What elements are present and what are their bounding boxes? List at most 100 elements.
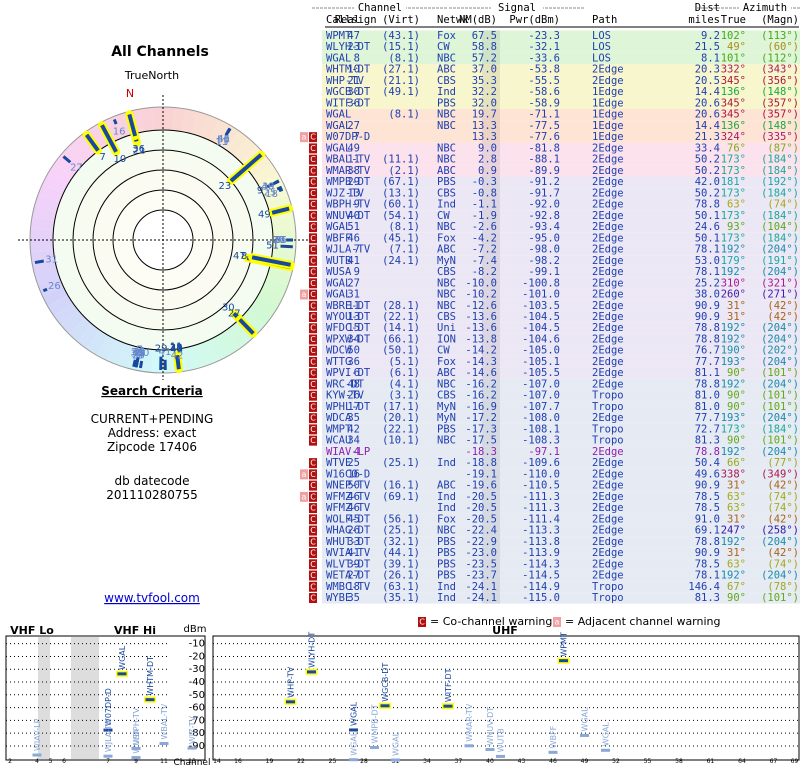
table-cell: Tropo xyxy=(592,423,624,435)
signal-bar xyxy=(238,318,255,335)
table-cell: -81.8 xyxy=(528,142,560,154)
table-cell: 27 xyxy=(347,570,360,582)
table-cell: (184°) xyxy=(761,232,799,244)
table-cell: -89.9 xyxy=(528,165,560,177)
signal-bar xyxy=(485,748,495,752)
table-cell: -23.5 xyxy=(465,558,497,570)
table-cell: 2Edge xyxy=(592,232,624,244)
table-cell: 31° xyxy=(727,300,746,312)
table-cell: WJZ-TV xyxy=(326,187,365,199)
table-cell: 2Edge xyxy=(592,345,624,357)
table-cell: Ind xyxy=(437,199,456,211)
table-cell: WHUT-DT xyxy=(326,536,371,548)
warning-icon xyxy=(309,244,317,255)
table-cell: (101°) xyxy=(761,401,799,413)
warning-icon xyxy=(309,356,317,367)
table-cell: 93° xyxy=(727,221,746,233)
signal-bar xyxy=(84,133,100,152)
table-cell: -13.6 xyxy=(465,322,497,334)
signal-bar xyxy=(131,746,141,750)
x-tick-label: 49 xyxy=(581,758,589,765)
table-cell: (148°) xyxy=(761,86,799,98)
table-cell: 21.5 xyxy=(695,41,720,53)
table-cell: WCAU xyxy=(326,435,351,447)
table-cell: 90° xyxy=(727,390,746,402)
table-cell: -105.5 xyxy=(522,367,560,379)
x-tick-label: 9 xyxy=(134,758,138,765)
table-cell: 247° xyxy=(721,525,746,537)
table-cell: WGCB-DT xyxy=(326,86,371,98)
table-cell: 260° xyxy=(721,289,746,301)
warning-letter: C xyxy=(310,346,316,355)
table-cell: WNEP-TV xyxy=(326,480,371,492)
table-cell: (101°) xyxy=(761,390,799,402)
site-link[interactable]: www.tvfool.com xyxy=(104,591,200,605)
table-cell: (22.1) xyxy=(382,423,420,435)
table-cell: 50 xyxy=(347,480,360,492)
table-cell: 2Edge xyxy=(592,176,624,188)
table-cell: WBAL-TV xyxy=(326,154,371,166)
table-cell: (60°) xyxy=(767,41,799,53)
warning-icon xyxy=(309,210,317,221)
table-cell: 46 xyxy=(347,502,360,514)
station-label: WGAL xyxy=(392,731,401,756)
table-cell: WFMZ-TV xyxy=(326,491,371,503)
table-cell: -92.0 xyxy=(528,199,560,211)
chart-title: All Channels xyxy=(111,44,209,60)
table-cell: 2Edge xyxy=(592,547,624,559)
table-row xyxy=(322,311,800,323)
x-tick-label: 13 xyxy=(188,758,196,765)
table-cell: WPXW-DT xyxy=(326,333,371,345)
band-label: VHF Hi xyxy=(114,624,156,637)
column-header: Callsign xyxy=(326,14,377,26)
table-cell: -22.9 xyxy=(465,536,497,548)
table-cell: NBC xyxy=(437,109,456,121)
table-cell: (204°) xyxy=(761,412,799,424)
x-tick-label: 58 xyxy=(675,758,683,765)
compass-band xyxy=(106,115,126,141)
table-cell: -8.2 xyxy=(472,266,497,278)
table-row xyxy=(322,109,800,121)
table-cell: -107.0 xyxy=(522,390,560,402)
band-gap xyxy=(71,637,99,759)
column-header: (Virt) xyxy=(382,14,420,26)
column-header: Dist xyxy=(695,2,720,14)
signal-bar xyxy=(187,746,197,750)
table-cell: (8.1) xyxy=(388,109,420,121)
station-channel: 45 xyxy=(217,134,230,145)
table-cell: (42°) xyxy=(767,311,799,323)
table-cell: (184°) xyxy=(761,210,799,222)
signal-bar xyxy=(548,750,558,754)
table-cell: WVIA-TV xyxy=(326,547,371,559)
table-cell: 193° xyxy=(721,412,746,424)
table-cell: -110.0 xyxy=(522,468,560,480)
table-cell: (56.1) xyxy=(382,513,420,525)
table-cell: (8.1) xyxy=(388,221,420,233)
compass-band xyxy=(218,330,240,356)
table-cell: (356°) xyxy=(761,75,799,87)
table-cell: 2Edge xyxy=(592,446,624,458)
signal-bar xyxy=(271,206,290,215)
warning-icon xyxy=(309,233,317,244)
table-cell: (14.1) xyxy=(382,322,420,334)
table-cell: (20.1) xyxy=(382,412,420,424)
table-cell: (204°) xyxy=(761,570,799,582)
table-cell: WITF-DT xyxy=(326,97,371,109)
signal-bar xyxy=(251,255,291,267)
table-cell: -14.6 xyxy=(465,367,497,379)
signal-bar xyxy=(370,745,379,749)
warning-icon xyxy=(309,469,317,480)
table-cell: -23.3 xyxy=(528,30,560,42)
station-channel: 27 xyxy=(228,309,241,320)
table-cell: WPHL-DT xyxy=(326,401,371,413)
table-row xyxy=(322,187,800,199)
station-channel: 50 xyxy=(217,134,230,145)
table-cell: 36 xyxy=(347,356,360,368)
warning-letter: C xyxy=(310,313,316,322)
warning-letter: C xyxy=(310,369,316,378)
table-cell: 2Edge xyxy=(592,536,624,548)
table-row xyxy=(322,356,800,368)
table-cell: 190° xyxy=(721,345,746,357)
